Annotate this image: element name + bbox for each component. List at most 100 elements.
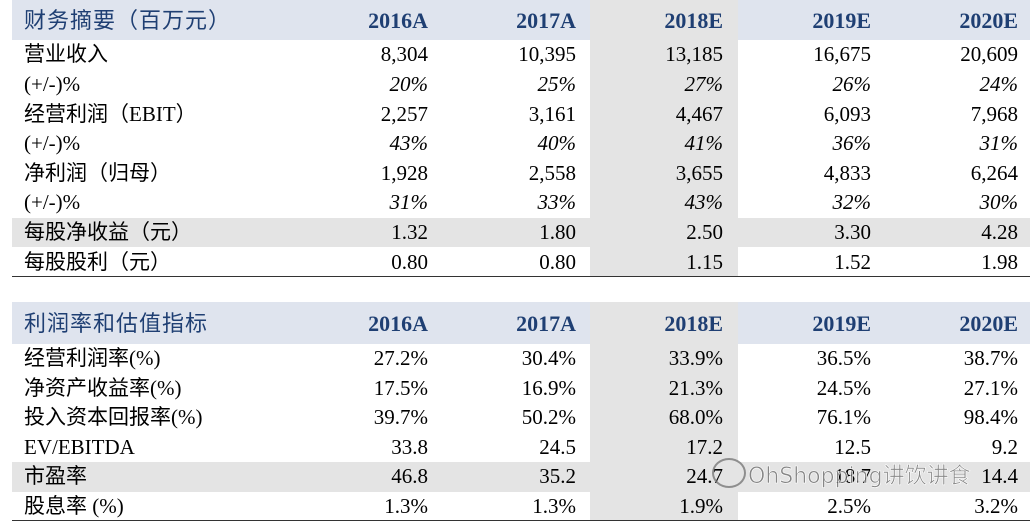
- value-cell: 0.80: [391, 249, 428, 274]
- value-cell: 31%: [979, 131, 1019, 156]
- value-cell: 21.3%: [668, 375, 723, 400]
- row-label: 净资产收益率(%): [24, 375, 182, 400]
- header-band: [12, 0, 1030, 40]
- header-title: 财务摘要（百万元）: [24, 7, 232, 33]
- value-cell: 16,675: [813, 42, 871, 67]
- value-cell: 10,395: [518, 42, 576, 67]
- value-cell: 1,928: [380, 160, 428, 185]
- value-cell: 6,093: [823, 101, 871, 126]
- value-cell: 3,161: [528, 101, 576, 126]
- value-cell: 2,257: [380, 101, 428, 126]
- value-cell: 1.98: [981, 249, 1018, 274]
- header-year: 2020E: [959, 7, 1018, 33]
- value-cell: 18.7: [834, 464, 871, 489]
- value-cell: 4,467: [675, 101, 723, 126]
- value-cell: 27%: [684, 71, 724, 96]
- value-cell: 25%: [537, 71, 577, 96]
- value-cell: 20,609: [960, 42, 1018, 67]
- header-year: 2020E: [959, 310, 1018, 336]
- value-cell: 1.15: [686, 249, 723, 274]
- value-cell: 6,264: [970, 160, 1018, 185]
- value-cell: 17.2: [686, 434, 723, 459]
- bottom-rule: [12, 520, 1030, 521]
- value-cell: 2,558: [528, 160, 576, 185]
- value-cell: 24%: [979, 71, 1019, 96]
- value-cell: 13,185: [665, 42, 723, 67]
- value-cell: 20%: [389, 71, 429, 96]
- value-cell: 1.9%: [679, 493, 723, 518]
- row-label: 股息率 (%): [24, 493, 124, 518]
- value-cell: 0.80: [539, 249, 576, 274]
- column-shade: [590, 302, 738, 521]
- value-cell: 2.50: [686, 219, 723, 244]
- value-cell: 7,968: [970, 101, 1018, 126]
- value-cell: 30%: [979, 190, 1019, 215]
- value-cell: 14.4: [981, 464, 1018, 489]
- row-shade: [12, 462, 1030, 492]
- value-cell: 68.0%: [668, 405, 723, 430]
- value-cell: 24.5%: [816, 375, 871, 400]
- header-title: 利润率和估值指标: [24, 310, 209, 336]
- value-cell: 1.32: [391, 219, 428, 244]
- watermark: OhShopping讲饮讲食: [748, 464, 971, 490]
- table: 财务摘要（百万元） 2016A 2017A 2018E 2019E 2020E 营业收入 8,…: [12, 0, 1030, 277]
- value-cell: 41%: [684, 131, 724, 156]
- row-label: EV/EBITDA: [24, 434, 135, 459]
- row-label: (+/-)%: [24, 190, 81, 215]
- value-cell: 3.2%: [974, 493, 1018, 518]
- value-cell: 4,833: [823, 160, 871, 185]
- value-cell: 1.80: [539, 219, 576, 244]
- value-cell: 40%: [537, 131, 577, 156]
- watermark-icon: [712, 458, 746, 488]
- value-cell: 98.4%: [963, 405, 1018, 430]
- value-cell: 50.2%: [521, 405, 576, 430]
- value-cell: 36%: [832, 131, 872, 156]
- row-label: 营业收入: [24, 42, 108, 67]
- row-label: 经营利润（EBIT）: [24, 101, 197, 126]
- value-cell: 35.2: [539, 464, 576, 489]
- value-cell: 43%: [684, 190, 724, 215]
- row-label: 投入资本回报率(%): [24, 405, 203, 430]
- header-year: 2017A: [516, 7, 576, 33]
- value-cell: 38.7%: [963, 346, 1018, 371]
- value-cell: 1.3%: [384, 493, 428, 518]
- column-shade: [590, 0, 738, 277]
- value-cell: 3,655: [675, 160, 723, 185]
- value-cell: 24.7: [686, 464, 723, 489]
- bottom-rule: [12, 275, 1030, 277]
- value-cell: 27.1%: [963, 375, 1018, 400]
- value-cell: 26%: [832, 71, 872, 96]
- value-cell: 46.8: [391, 464, 428, 489]
- header-year: 2019E: [812, 7, 871, 33]
- row-label: 每股净收益（元）: [24, 219, 192, 244]
- header-year: 2018E: [664, 7, 723, 33]
- header-band: [12, 302, 1030, 344]
- value-cell: 2.5%: [827, 493, 871, 518]
- header-year: 2016A: [368, 310, 428, 336]
- value-cell: 33.8: [391, 434, 428, 459]
- table: 利润率和估值指标 2016A 2017A 2018E 2019E 2020E 经营利润率(%…: [0, 302, 1033, 521]
- value-cell: 9.2: [991, 434, 1018, 459]
- value-cell: 33%: [537, 190, 577, 215]
- row-label: (+/-)%: [24, 131, 81, 156]
- value-cell: 31%: [389, 190, 429, 215]
- header-year: 2018E: [664, 310, 723, 336]
- value-cell: 33.9%: [668, 346, 723, 371]
- value-cell: 76.1%: [816, 405, 871, 430]
- header-year: 2016A: [368, 7, 428, 33]
- value-cell: 3.30: [834, 219, 871, 244]
- value-cell: 39.7%: [373, 405, 428, 430]
- value-cell: 8,304: [380, 42, 428, 67]
- value-cell: 32%: [832, 190, 872, 215]
- value-cell: 1.52: [834, 249, 871, 274]
- row-label: 每股股利（元）: [24, 249, 171, 274]
- value-cell: 27.2%: [373, 346, 428, 371]
- row-label: 市盈率: [24, 464, 87, 489]
- value-cell: 17.5%: [373, 375, 428, 400]
- value-cell: 36.5%: [816, 346, 871, 371]
- row-label: (+/-)%: [24, 71, 81, 96]
- header-year: 2019E: [812, 310, 871, 336]
- row-label: 经营利润率(%): [24, 346, 161, 371]
- value-cell: 24.5: [539, 434, 576, 459]
